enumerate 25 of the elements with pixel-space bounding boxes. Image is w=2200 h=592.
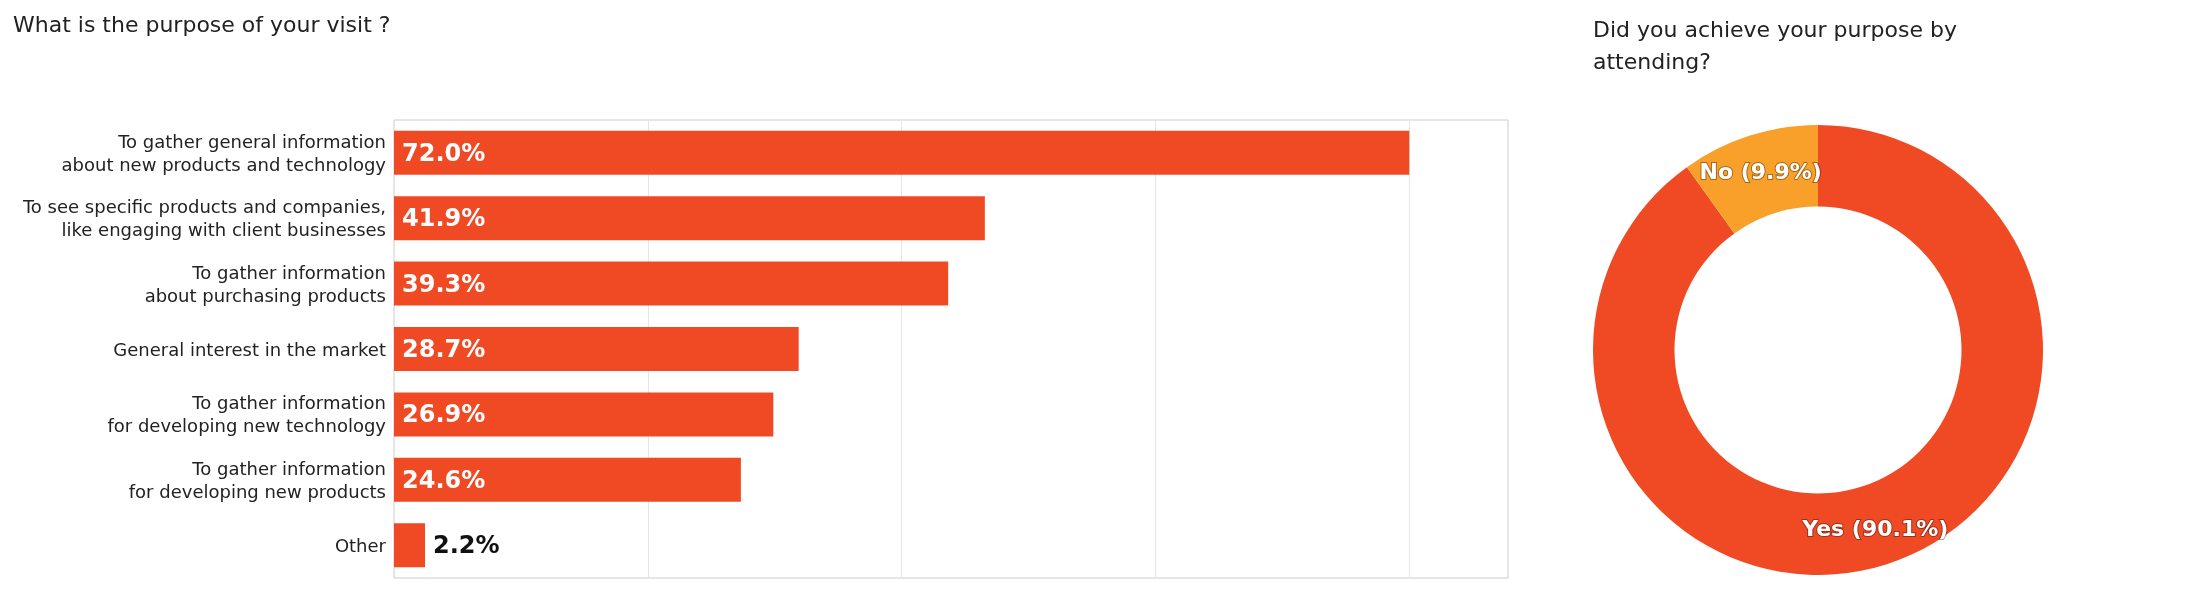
y-tick-label: Other xyxy=(334,534,387,556)
y-tick-label: To gather information about purchasing products xyxy=(144,261,386,306)
y-tick-label: To gather general information about new products and technology xyxy=(61,130,387,175)
data-label: 26.9% xyxy=(402,400,486,429)
y-tick-label: General interest in the market xyxy=(113,338,386,360)
chart-title: Did you achieve your purpose by attending? xyxy=(1593,16,1957,74)
bar xyxy=(394,523,426,568)
bar xyxy=(394,130,1410,175)
y-tick-label: To see specific products and companies, like engaging with client businesses xyxy=(21,196,386,241)
y-tick-label: To gather information for developing new products xyxy=(128,457,386,502)
data-label: 39.3% xyxy=(402,269,486,298)
bar xyxy=(394,327,799,371)
data-label: 28.7% xyxy=(402,335,486,363)
text: What is the purpose of your visit ? xyxy=(13,11,391,37)
data-label: 72.0% xyxy=(402,138,486,167)
slice-label: Yes (90.1%) xyxy=(1801,515,1949,541)
data-label: 2.2% xyxy=(433,531,500,560)
slice-label: No (9.9%) xyxy=(1699,159,1822,185)
bar xyxy=(394,196,985,241)
bar xyxy=(394,392,774,437)
data-label: 24.6% xyxy=(402,465,486,494)
y-tick-label: To gather information for developing new technology xyxy=(107,392,387,437)
data-label: 41.9% xyxy=(402,204,486,233)
bar xyxy=(394,457,741,502)
bar xyxy=(394,261,949,306)
